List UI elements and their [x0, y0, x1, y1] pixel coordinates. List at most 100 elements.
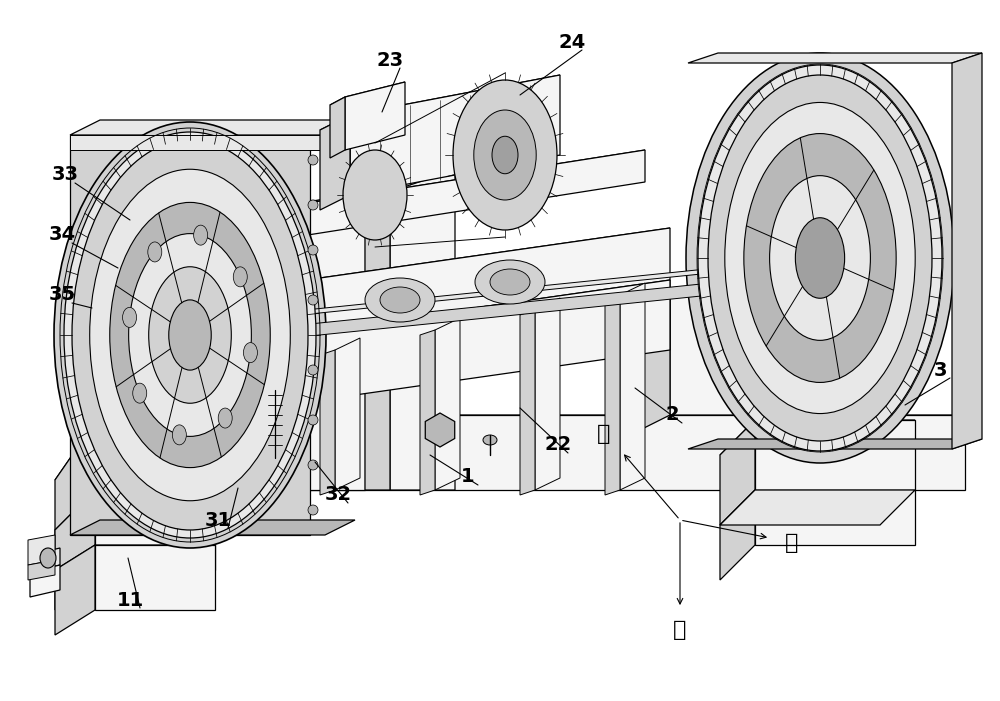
Ellipse shape — [308, 460, 318, 470]
Ellipse shape — [474, 110, 536, 200]
Polygon shape — [28, 535, 55, 565]
Ellipse shape — [110, 203, 270, 468]
Polygon shape — [640, 294, 670, 430]
Ellipse shape — [698, 65, 942, 451]
Ellipse shape — [365, 278, 435, 322]
Ellipse shape — [40, 548, 56, 568]
Ellipse shape — [492, 136, 518, 174]
Ellipse shape — [380, 287, 420, 313]
Ellipse shape — [129, 233, 251, 437]
Ellipse shape — [308, 245, 318, 255]
Ellipse shape — [64, 132, 316, 538]
Polygon shape — [70, 120, 355, 135]
Ellipse shape — [308, 415, 318, 425]
Polygon shape — [100, 415, 965, 490]
Polygon shape — [28, 560, 55, 580]
Polygon shape — [605, 295, 620, 495]
Ellipse shape — [308, 155, 318, 165]
Polygon shape — [720, 420, 915, 455]
Polygon shape — [320, 350, 335, 495]
Polygon shape — [365, 155, 480, 200]
Polygon shape — [350, 75, 560, 195]
Polygon shape — [640, 252, 900, 310]
Polygon shape — [688, 439, 982, 449]
Ellipse shape — [54, 122, 326, 548]
Polygon shape — [330, 97, 345, 158]
Polygon shape — [425, 413, 455, 447]
Text: 23: 23 — [376, 50, 404, 69]
Text: 32: 32 — [324, 486, 352, 505]
Polygon shape — [270, 205, 295, 495]
Polygon shape — [755, 490, 915, 545]
Text: 2: 2 — [665, 405, 679, 425]
Polygon shape — [30, 548, 60, 572]
Polygon shape — [670, 252, 900, 415]
Ellipse shape — [233, 267, 247, 287]
Ellipse shape — [725, 102, 915, 414]
Polygon shape — [270, 185, 390, 220]
Polygon shape — [335, 338, 360, 490]
Polygon shape — [345, 82, 405, 150]
Polygon shape — [55, 415, 965, 480]
Text: 33: 33 — [52, 165, 78, 184]
Ellipse shape — [172, 425, 186, 445]
Text: 31: 31 — [204, 510, 232, 529]
Polygon shape — [420, 330, 435, 495]
Polygon shape — [290, 280, 670, 350]
Polygon shape — [300, 262, 775, 315]
Polygon shape — [435, 318, 460, 490]
Polygon shape — [320, 280, 670, 400]
Ellipse shape — [744, 134, 896, 383]
Polygon shape — [755, 420, 915, 490]
Polygon shape — [55, 490, 215, 530]
Polygon shape — [95, 490, 215, 570]
Polygon shape — [55, 545, 95, 635]
Ellipse shape — [686, 53, 954, 463]
Polygon shape — [290, 278, 320, 367]
Ellipse shape — [72, 140, 308, 530]
Polygon shape — [55, 545, 215, 570]
Ellipse shape — [708, 75, 932, 441]
Ellipse shape — [795, 218, 845, 298]
Ellipse shape — [308, 200, 318, 210]
Ellipse shape — [453, 80, 557, 230]
Polygon shape — [95, 545, 215, 610]
Polygon shape — [330, 82, 405, 105]
Text: 下: 下 — [673, 620, 687, 640]
Text: 11: 11 — [116, 590, 144, 609]
Text: 24: 24 — [558, 32, 586, 51]
Ellipse shape — [308, 295, 318, 305]
Polygon shape — [520, 310, 535, 495]
Polygon shape — [70, 135, 310, 535]
Ellipse shape — [308, 365, 318, 375]
Polygon shape — [535, 298, 560, 490]
Polygon shape — [300, 200, 365, 490]
Ellipse shape — [490, 269, 530, 295]
Polygon shape — [270, 150, 645, 220]
Ellipse shape — [194, 225, 208, 245]
Ellipse shape — [483, 435, 497, 445]
Polygon shape — [295, 150, 645, 237]
Ellipse shape — [308, 505, 318, 515]
Polygon shape — [952, 53, 982, 449]
Polygon shape — [720, 490, 755, 580]
Polygon shape — [70, 135, 325, 150]
Text: 1: 1 — [461, 468, 475, 486]
Ellipse shape — [243, 343, 257, 362]
Polygon shape — [55, 490, 95, 610]
Polygon shape — [365, 185, 390, 490]
Polygon shape — [720, 490, 915, 525]
Text: 35: 35 — [48, 285, 76, 304]
Ellipse shape — [148, 242, 162, 262]
Polygon shape — [30, 565, 60, 597]
Ellipse shape — [218, 408, 232, 428]
Ellipse shape — [90, 169, 290, 501]
Polygon shape — [720, 420, 755, 525]
Polygon shape — [300, 278, 760, 337]
Ellipse shape — [343, 150, 407, 240]
Polygon shape — [320, 228, 670, 350]
Polygon shape — [390, 170, 455, 490]
Ellipse shape — [475, 260, 545, 304]
Ellipse shape — [149, 267, 231, 403]
Ellipse shape — [770, 176, 870, 341]
